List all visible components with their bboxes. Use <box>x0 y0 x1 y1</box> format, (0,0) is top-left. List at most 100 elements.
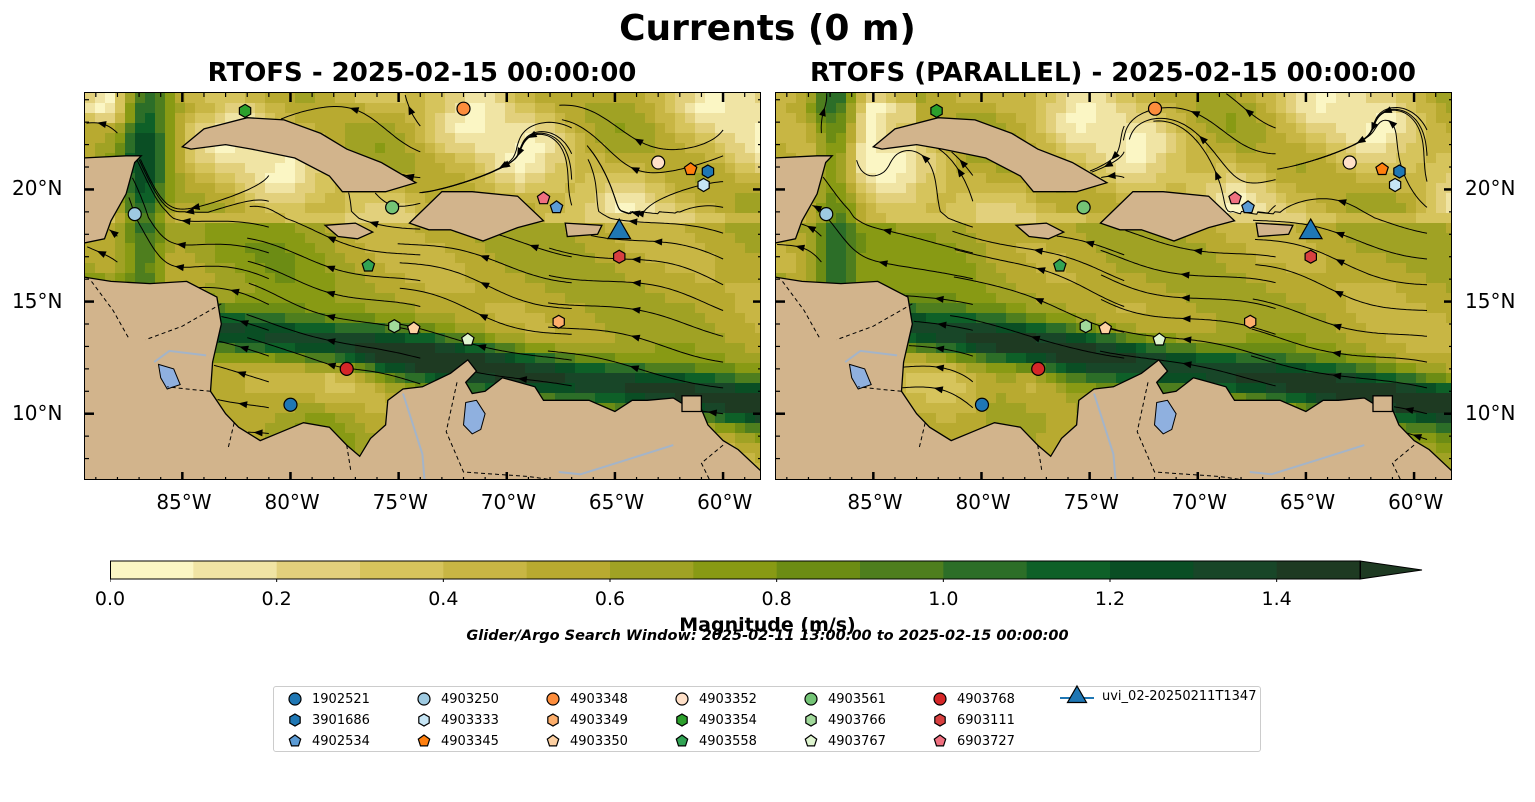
hexagon-marker-icon <box>676 713 688 727</box>
country-border <box>700 444 724 479</box>
legend-item-4902534: 4902534 <box>286 731 370 751</box>
marker-4903349 <box>1244 314 1257 329</box>
marker-4903558 <box>361 258 376 272</box>
colorbar-bin <box>943 561 1028 579</box>
land-polygon <box>85 155 143 244</box>
hexagon-marker-icon <box>547 713 559 727</box>
legend-item-6903111: 6903111 <box>931 710 1015 730</box>
colorbar-tick-label: 0.2 <box>261 588 292 610</box>
legend-item-4903767: 4903767 <box>802 731 886 751</box>
marker-uvi_02-20250211T1347 <box>1298 217 1324 240</box>
lon-tick-label: 85°W <box>156 490 212 514</box>
land-polygon <box>871 117 1109 193</box>
land-polygon <box>1014 222 1066 240</box>
legend-item-4903345: 4903345 <box>415 731 499 751</box>
country-border <box>918 422 926 450</box>
hexagon-marker-icon <box>418 713 430 727</box>
river <box>558 444 674 476</box>
pentagon-marker-icon <box>933 734 947 747</box>
panel-title-rtofs-parallel: RTOFS (PARALLEL) - 2025-02-15 00:00:00 <box>810 58 1416 88</box>
lon-tick-label: 70°W <box>1171 490 1227 514</box>
marker-4903352 <box>1342 155 1357 170</box>
lon-tick-label: 75°W <box>372 490 428 514</box>
colorbar-outline <box>110 560 1361 580</box>
colorbar-tick-label: 0.6 <box>594 588 626 610</box>
marker-4903561 <box>1076 200 1091 215</box>
land-polygon <box>408 191 545 242</box>
marker-3901686 <box>701 164 715 179</box>
land-polygon <box>180 117 418 193</box>
legend-item-4903349: 4903349 <box>544 710 628 730</box>
marker-4903350 <box>1098 321 1113 335</box>
land <box>776 117 1451 479</box>
current-map-rtofs-parallel <box>776 93 1451 479</box>
river <box>1093 393 1117 479</box>
legend-label: 3901686 <box>312 712 370 728</box>
colorbar-bin <box>610 561 694 579</box>
colorbar-tick-label: 1.0 <box>928 588 959 610</box>
lat-tick-label-left: 15°N <box>12 288 63 313</box>
legend-item-4903352: 4903352 <box>673 689 757 709</box>
legend-label: 4902534 <box>312 733 370 749</box>
marker-4903345 <box>683 162 698 176</box>
marker-4903766 <box>388 319 401 334</box>
marker-4902534 <box>549 200 564 214</box>
colorbar-tick-label: 1.4 <box>1261 588 1292 610</box>
country-border <box>836 303 913 341</box>
legend-label: 4903250 <box>441 691 499 707</box>
legend-label: 4903767 <box>828 733 886 749</box>
river <box>1249 444 1365 476</box>
legend-label: uvi_02-20250211T1347 <box>1102 688 1257 704</box>
river <box>844 349 898 363</box>
legend-label: 4903352 <box>699 691 757 707</box>
legend-item-uvi_02-20250211T1347: uvi_02-20250211T1347 <box>1060 684 1257 706</box>
legend-label: 4903348 <box>570 691 628 707</box>
land-polygon <box>564 222 603 238</box>
river <box>402 393 426 479</box>
circle-marker-icon <box>933 692 947 706</box>
colorbar-bin <box>360 561 444 579</box>
lat-tick-label-left: 10°N <box>12 400 63 425</box>
country-borders <box>91 281 724 479</box>
hexagon-marker-icon <box>934 713 946 727</box>
lake <box>462 399 486 435</box>
marker-4903354 <box>238 103 252 119</box>
legend-item-4903350: 4903350 <box>544 731 628 751</box>
legend-label: 4903561 <box>828 691 886 707</box>
lakes <box>157 363 486 435</box>
river <box>153 349 207 363</box>
lon-tick-label: 80°W <box>955 490 1011 514</box>
country-border <box>1136 382 1242 479</box>
marker-6903111 <box>612 249 626 264</box>
colorbar-bin <box>860 561 944 579</box>
lon-tick-label: 60°W <box>1388 490 1444 514</box>
figure-title: Currents (0 m) <box>619 8 916 49</box>
marker-4903333 <box>697 177 710 193</box>
colorbar-tick-label: 0.0 <box>94 588 126 610</box>
marker-4903768 <box>339 361 354 376</box>
legend-item-4903561: 4903561 <box>802 689 886 709</box>
lon-tick-label: 80°W <box>264 490 320 514</box>
legend-label: 1902521 <box>312 691 370 707</box>
land-polygon <box>1255 222 1294 238</box>
legend-label: 4903354 <box>699 712 757 728</box>
country-border <box>445 382 551 479</box>
country-border <box>858 386 902 392</box>
lon-tick-label: 60°W <box>697 490 753 514</box>
marker-uvi_02-20250211T1347 <box>606 217 632 240</box>
axis-ticks <box>85 93 760 479</box>
circle-marker-icon <box>546 692 560 706</box>
marker-4903558 <box>1052 258 1067 272</box>
marker-4903767 <box>460 332 475 346</box>
country-border <box>227 422 235 450</box>
marker-4903349 <box>552 314 565 329</box>
lon-tick-label: 65°W <box>1279 490 1336 514</box>
lat-tick-label-right: 20°N <box>1465 176 1516 201</box>
lon-tick-label: 65°W <box>588 490 645 514</box>
legend-item-4903558: 4903558 <box>673 731 757 751</box>
country-borders <box>782 281 1415 479</box>
colorbar-bin <box>193 561 278 579</box>
colorbar-bin <box>693 561 778 579</box>
marker-1902521 <box>283 397 298 412</box>
marker-4903767 <box>1152 332 1167 346</box>
